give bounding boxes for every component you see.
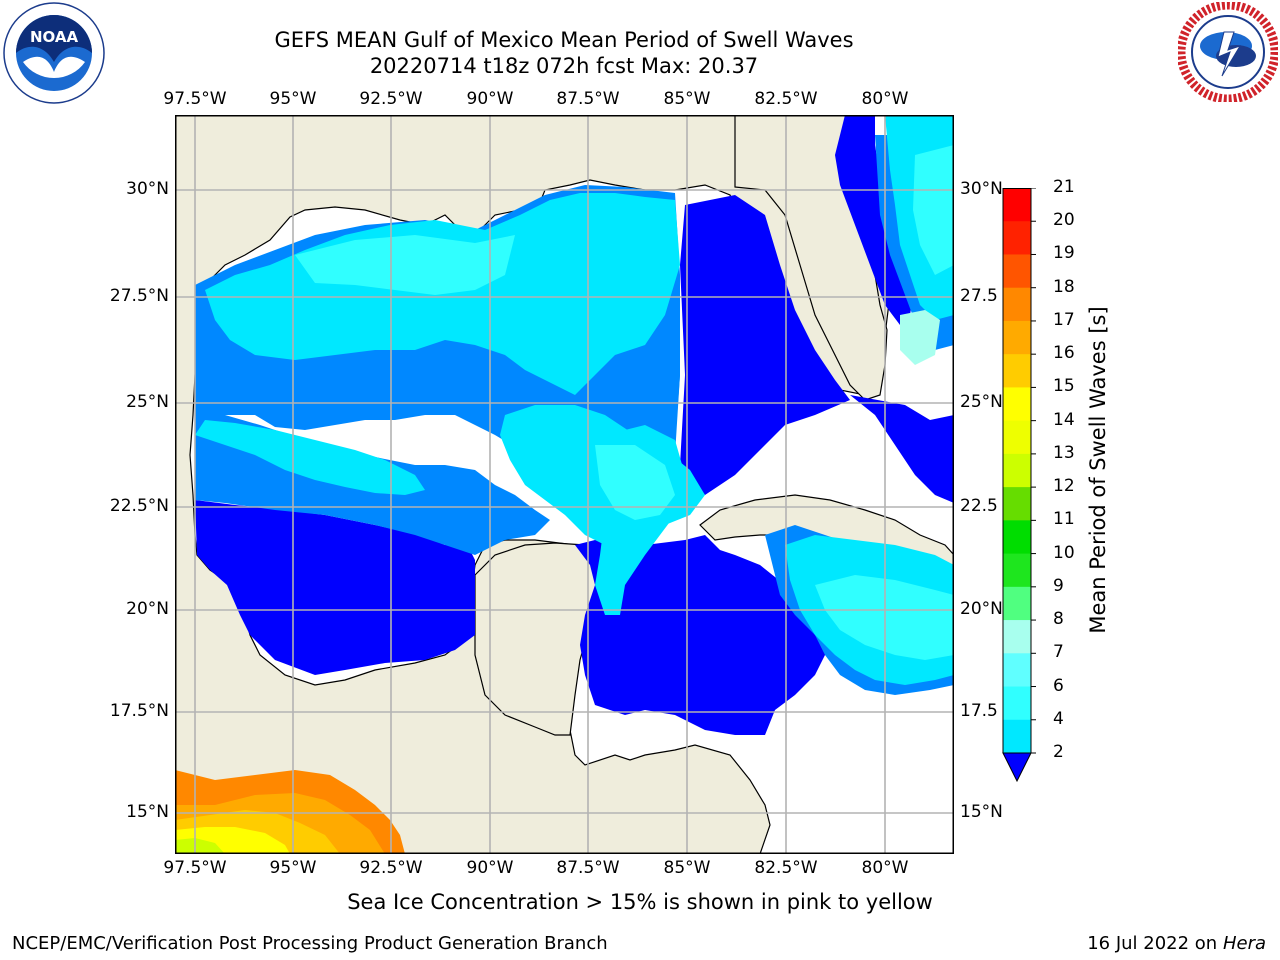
colorbar-tick-label: 12 (1053, 476, 1075, 497)
lon-tick-bottom: 95°W (269, 858, 317, 878)
sea-ice-caption: Sea Ice Concentration > 15% is shown in … (347, 890, 933, 914)
noaa-wordmark: NOAA (30, 28, 79, 46)
noaa-logo: NOAA (3, 2, 105, 104)
colorbar-tick-label: 4 (1053, 708, 1064, 729)
lat-tick-left: 25°N (126, 392, 169, 412)
colorbar-cell (1003, 287, 1031, 322)
map-subtitle: 20220714 t18z 072h fcst Max: 20.37 (369, 54, 759, 78)
colorbar (1000, 187, 1050, 788)
lon-tick-bottom: 87.5°W (556, 858, 620, 878)
lat-tick-right: 15°N (960, 802, 1003, 822)
lon-tick-top: 95°W (269, 89, 317, 109)
colorbar-tick-label: 11 (1053, 509, 1075, 530)
credit-text: NCEP/EMC/Verification Post Processing Pr… (12, 933, 608, 954)
colorbar-title: Mean Period of Swell Waves [s] (1086, 306, 1110, 634)
lat-tick-right: 20°N (960, 599, 1003, 619)
graticule (175, 115, 954, 854)
swell-field (195, 115, 954, 735)
colorbar-tick-label: 19 (1053, 243, 1075, 264)
machine-name: Hera (1222, 933, 1266, 954)
colorbar-tick-label: 6 (1053, 675, 1064, 696)
colorbar-tick-label: 14 (1053, 409, 1075, 430)
lon-tick-bottom: 80°W (861, 858, 909, 878)
lat-tick-left: 27.5°N (109, 286, 169, 306)
colorbar-cell (1003, 553, 1031, 588)
lat-tick-right: 17.5 (960, 701, 998, 721)
lon-tick-top: 85°W (663, 89, 711, 109)
lon-tick-top: 82.5°W (754, 89, 818, 109)
colorbar-cell (1003, 520, 1031, 555)
lon-tick-top: 97.5°W (163, 89, 227, 109)
lat-tick-left: 22.5°N (109, 496, 169, 516)
colorbar-cell (1003, 354, 1031, 388)
colorbar-tick-label: 20 (1053, 210, 1075, 231)
lon-tick-bottom: 90°W (466, 858, 514, 878)
colorbar-frame (1002, 188, 1032, 754)
lat-tick-left: 15°N (126, 802, 169, 822)
colorbar-cell (1003, 420, 1031, 455)
colorbar-tick-label: 10 (1053, 542, 1075, 563)
colorbar-cell (1003, 387, 1031, 422)
nws-logo (1176, 0, 1280, 104)
colorbar-tick-label: 17 (1053, 309, 1075, 330)
lat-tick-right: 27.5 (960, 286, 998, 306)
colorbar-cell (1003, 487, 1031, 521)
colorbar-tick-label: 16 (1053, 343, 1075, 364)
lon-tick-bottom: 92.5°W (359, 858, 423, 878)
colorbar-tick-label: 2 (1053, 742, 1064, 762)
colorbar-cell (1003, 620, 1031, 654)
colorbar-tick-label: 9 (1053, 575, 1064, 596)
lon-tick-top: 92.5°W (359, 89, 423, 109)
lat-tick-right: 22.5 (960, 496, 998, 516)
lon-tick-top: 80°W (861, 89, 909, 109)
map-title: GEFS MEAN Gulf of Mexico Mean Period of … (274, 28, 854, 52)
date-text: 16 Jul 2022 on (1087, 933, 1218, 954)
colorbar-tick-label: 21 (1053, 177, 1075, 197)
colorbar-tick-label: 7 (1053, 642, 1064, 663)
colorbar-cell (1003, 653, 1031, 688)
lat-tick-right: 25°N (960, 392, 1003, 412)
lon-tick-top: 87.5°W (556, 89, 620, 109)
lon-tick-bottom: 97.5°W (163, 858, 227, 878)
map-panel (174, 114, 955, 855)
sea-ice-field (175, 770, 405, 854)
colorbar-extend-triangle (1002, 752, 1032, 783)
lon-tick-bottom: 85°W (663, 858, 711, 878)
lat-tick-left: 30°N (126, 179, 169, 199)
date-stamp: 16 Jul 2022 on Hera (1087, 933, 1266, 954)
colorbar-tick-label: 18 (1053, 276, 1075, 297)
lon-tick-top: 90°W (466, 89, 514, 109)
lat-tick-left: 20°N (126, 599, 169, 619)
lat-tick-left: 17.5°N (109, 701, 169, 721)
colorbar-cell (1003, 586, 1031, 621)
colorbar-cell (1003, 254, 1031, 289)
colorbar-cell (1003, 719, 1031, 754)
map-frame (175, 115, 954, 854)
lat-tick-right: 30°N (960, 179, 1003, 199)
colorbar-cell (1003, 453, 1031, 488)
colorbar-cell (1003, 686, 1031, 721)
colorbar-cell (1003, 320, 1031, 355)
colorbar-tick-label: 15 (1053, 376, 1075, 397)
colorbar-cell (1003, 188, 1031, 222)
lon-tick-bottom: 82.5°W (754, 858, 818, 878)
colorbar-tick-label: 13 (1053, 442, 1075, 463)
colorbar-cell (1003, 221, 1031, 255)
colorbar-tick-label: 8 (1053, 609, 1064, 630)
